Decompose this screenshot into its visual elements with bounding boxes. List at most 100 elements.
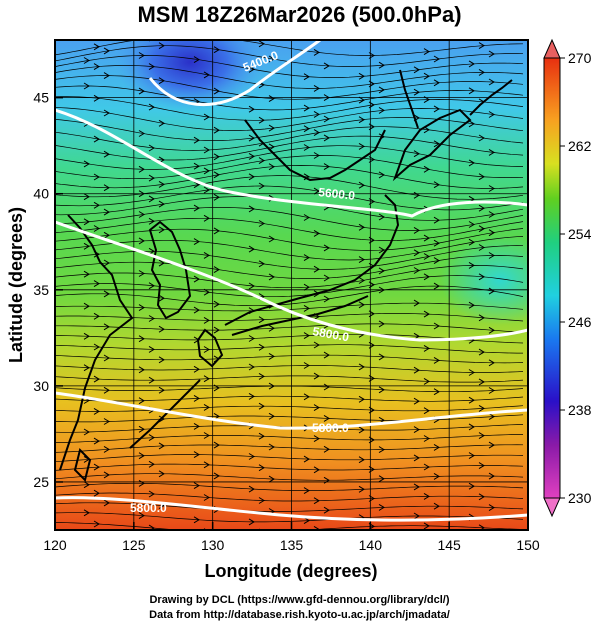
streamline-arrow [313,435,320,443]
streamline-arrow [148,315,155,322]
streamline-arrow [358,485,365,493]
cold-pocket-shading [440,235,528,325]
streamline-arrow [148,63,155,71]
x-tick-label: 135 [280,537,304,553]
streamline-arrow [303,517,310,525]
streamline-arrow [103,471,110,479]
streamline-arrow [138,425,145,433]
streamline-arrow [433,502,440,510]
streamline-arrow [258,432,265,440]
streamline-arrow [368,198,375,205]
streamline-arrow [358,256,365,264]
streamline [55,135,524,161]
streamline [55,434,524,443]
streamline-arrow [213,472,220,480]
streamline [55,344,523,354]
streamline-arrow [378,86,385,94]
streamline-arrow [413,267,420,274]
streamline-arrow [413,299,420,307]
streamline [55,265,524,289]
streamline-arrow [368,101,375,109]
streamline-arrow [303,125,310,133]
streamline-arrow [423,522,430,530]
streamline-arrow [423,72,430,80]
streamline-arrow [358,301,365,309]
streamline [55,395,524,402]
streamline-arrow [193,516,200,524]
streamline-arrow [433,140,440,148]
streamline-arrow [148,195,155,203]
streamline-arrow [93,63,100,71]
streamline-arrow [423,126,430,134]
streamline-arrow [378,171,385,179]
streamline-arrow [158,386,165,394]
streamline [55,405,524,412]
streamline-arrow [358,142,365,150]
streamline-arrow [433,79,440,87]
streamline-arrow [258,402,265,410]
streamline-arrow [478,42,485,50]
streamline-arrow [148,144,155,152]
colorbar-bar [543,57,561,499]
streamline-arrow [258,497,265,504]
streamline-arrow [83,481,90,489]
streamline-arrow [313,229,320,237]
streamline-arrow [158,259,165,267]
streamline-arrow [258,116,265,124]
contour-5600 [55,108,528,218]
streamline-arrow [248,363,255,371]
streamline-arrow [313,187,320,195]
streamline-arrow [148,217,155,225]
streamline-arrow [313,497,320,505]
streamline-arrow [423,344,430,352]
streamline-arrow [378,246,385,254]
streamline-arrow [248,152,255,160]
streamline-arrow [368,495,375,502]
streamline [55,354,524,364]
streamline-arrow [413,426,420,434]
streamline-arrow [378,106,385,114]
streamline-arrow [93,437,100,445]
streamline-arrow [468,396,475,404]
streamline [55,245,524,270]
streamline-arrow [313,84,320,92]
streamline-arrow [433,105,440,113]
streamline-arrow [148,345,155,353]
streamline-arrow [313,110,320,118]
streamline [55,482,524,491]
streamline-arrow [313,48,320,56]
streamline-arrow [158,442,165,450]
streamline-arrow [323,94,330,102]
streamline-arrow [248,134,255,142]
streamline-arrow [423,165,430,173]
streamline-arrow [83,364,90,372]
streamline-arrow [378,213,385,221]
streamline-arrow [248,453,255,460]
streamline-arrow [203,146,210,154]
streamline-arrow [368,310,375,318]
streamline-arrow [158,200,165,208]
coastline-taiwan [73,448,92,482]
streamline-arrow [138,130,145,137]
streamline-arrow [323,506,330,514]
contour-5800-north [55,220,528,342]
y-axis-title: Latitude (degrees) [6,207,26,363]
streamline-arrow [413,191,420,199]
streamline-arrow [358,72,365,80]
colorbar-tick-label: 254 [568,226,592,242]
streamline-arrow [368,406,375,414]
streamline-arrow [103,259,110,267]
streamline-arrow [413,366,420,374]
streamline-arrow [433,443,440,451]
coastline-russia [244,119,386,182]
streamline-arrow [478,378,485,386]
streamline-arrow [313,129,320,137]
streamline-arrow [213,384,220,392]
streamline-arrow [83,218,90,226]
streamline-arrow [488,229,495,237]
streamline-arrow [323,476,330,484]
streamline-arrow [148,376,155,384]
streamline-arrow [268,382,275,390]
streamline-arrow [378,320,385,328]
x-tick-label: 120 [43,537,67,553]
